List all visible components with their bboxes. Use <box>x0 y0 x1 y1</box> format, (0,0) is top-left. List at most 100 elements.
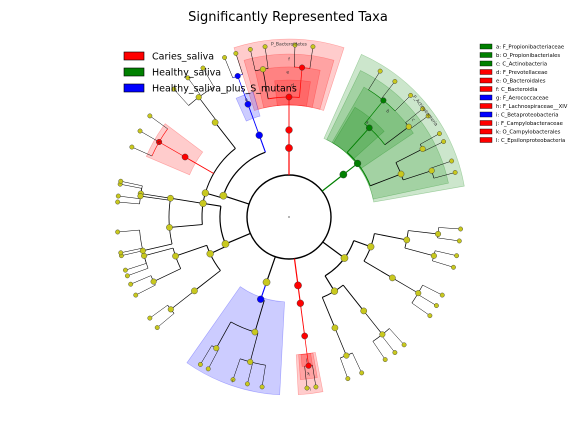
tree-node <box>392 79 398 84</box>
tree-node <box>195 94 202 101</box>
tree-node <box>430 252 437 259</box>
tree-branch <box>250 49 256 71</box>
tree-node <box>191 287 198 295</box>
tree-branch <box>262 69 269 99</box>
biomarker-swatch <box>479 60 493 67</box>
tree-node <box>301 332 308 340</box>
tree-node <box>198 362 203 367</box>
biomarker-swatch <box>479 69 493 75</box>
tree-node <box>137 128 143 134</box>
clade-label-p-bacteroidetes: P_Bacteroidetes <box>271 42 308 48</box>
clade-label-b: b <box>384 108 390 114</box>
tree-node <box>234 73 241 80</box>
tree-node <box>167 194 174 202</box>
tree-branch <box>430 160 452 169</box>
chart-title: Significantly Represented Taxa <box>188 10 388 25</box>
tree-branch <box>321 174 344 192</box>
tree-branch <box>131 146 153 157</box>
tree-node <box>434 303 439 308</box>
tree-node <box>247 358 254 365</box>
tree-node <box>382 357 388 362</box>
tree-node <box>185 75 191 81</box>
tree-node <box>118 250 124 256</box>
tree-branch <box>423 141 444 152</box>
tree-branch <box>117 201 140 205</box>
tree-node <box>259 384 265 390</box>
biomarker-swatch <box>479 103 493 109</box>
tree-branch <box>175 244 207 257</box>
tree-node <box>200 65 206 71</box>
clade-sector-i <box>186 286 285 396</box>
tree-node <box>379 331 386 338</box>
tree-branch <box>225 232 251 245</box>
clade-label-i: i <box>231 377 234 383</box>
legend-swatch-caries-saliva <box>123 51 145 61</box>
tree-node <box>129 144 135 150</box>
tree-branch <box>157 313 175 328</box>
clade-sector-p-bacteroidetes <box>233 38 345 111</box>
tree-node <box>397 170 405 178</box>
tree-node <box>285 93 293 101</box>
biomarker-label: i: C_Betaproteobacteria <box>496 113 559 119</box>
tree-branch <box>170 290 195 310</box>
tree-branch <box>261 365 266 387</box>
tree-node <box>452 170 458 175</box>
tree-node <box>259 66 266 73</box>
biomarker-swatch <box>479 128 493 135</box>
tree-node <box>454 253 459 259</box>
tree-branch <box>417 294 437 306</box>
tree-branch <box>299 303 306 337</box>
clade-sector-d <box>274 79 311 107</box>
tree-node <box>230 377 236 383</box>
tree-node <box>247 47 253 52</box>
tree-branch <box>293 258 299 286</box>
clade-label-j: j <box>306 357 309 363</box>
tree-branch <box>173 89 189 106</box>
biomarker-swatch <box>479 111 493 118</box>
root-node <box>288 216 290 218</box>
tree-branch <box>235 53 243 75</box>
tree-branch <box>170 197 204 204</box>
tree-node <box>353 159 362 168</box>
clade-label-g: g <box>244 98 249 104</box>
tree-branch <box>364 100 384 124</box>
tree-arc <box>222 151 266 199</box>
clade-sector-l <box>295 352 324 396</box>
tree-node <box>304 385 310 391</box>
tree-node <box>419 145 426 152</box>
clade-label-e: e <box>286 70 289 75</box>
tree-node <box>292 42 298 48</box>
tree-node <box>147 315 153 321</box>
tree-branch <box>130 275 152 285</box>
tree-node <box>255 131 263 139</box>
tree-branch <box>363 310 383 335</box>
tree-node <box>262 278 271 287</box>
clade-sector-f <box>243 53 335 110</box>
biomarker-label: g: F_Aerococcaceae <box>496 96 549 102</box>
tree-node <box>294 281 302 290</box>
tree-branch <box>389 328 405 345</box>
cladogram-nodes <box>115 42 463 391</box>
tree-node <box>359 370 365 376</box>
tree-node <box>415 290 422 297</box>
tree-branch <box>139 130 160 143</box>
tree-branch <box>224 57 234 79</box>
tree-branch <box>135 284 156 296</box>
tree-branch <box>169 224 203 228</box>
legend-label: Caries_saliva <box>152 52 214 63</box>
tree-node <box>285 144 293 152</box>
tree-branch <box>411 302 431 316</box>
tree-branch <box>420 133 440 145</box>
tree-node <box>244 381 250 387</box>
clade-label-k: k <box>306 370 310 376</box>
tree-node <box>139 247 146 254</box>
tree-branch <box>149 115 168 130</box>
tree-branch <box>372 341 386 360</box>
tree-branch <box>247 104 260 136</box>
tree-node <box>420 106 426 112</box>
tree-branch <box>309 46 314 69</box>
tree-branch <box>408 230 439 235</box>
tree-arc <box>324 240 355 277</box>
tree-node <box>115 199 121 205</box>
